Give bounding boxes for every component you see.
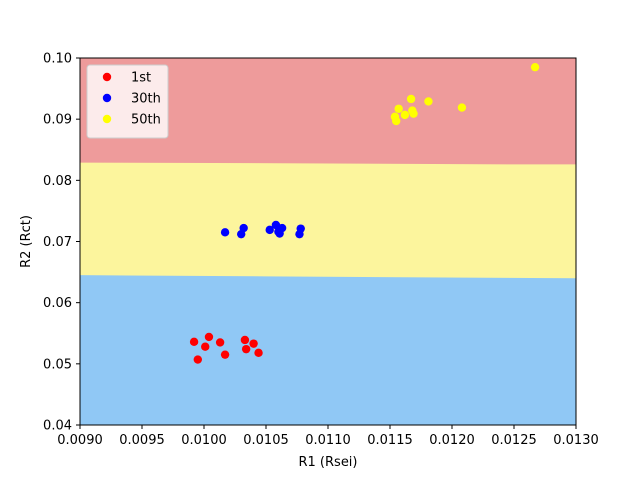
y-tick-label: 0.09 bbox=[43, 113, 72, 128]
y-tick-label: 0.05 bbox=[43, 357, 72, 372]
point-50th bbox=[406, 94, 416, 104]
y-axis-label: R2 (Rct) bbox=[19, 215, 34, 268]
x-tick-label: 0.0100 bbox=[181, 433, 227, 448]
point-30th bbox=[277, 223, 287, 233]
legend-label-1st: 1st bbox=[131, 71, 151, 86]
x-tick-label: 0.0125 bbox=[491, 433, 537, 448]
point-50th bbox=[400, 110, 410, 120]
legend-label-50th: 50th bbox=[131, 113, 161, 128]
point-1st bbox=[201, 342, 210, 351]
point-30th bbox=[296, 224, 305, 233]
point-1st bbox=[254, 348, 263, 358]
point-1st bbox=[240, 335, 250, 345]
legend-marker-1st bbox=[102, 72, 112, 82]
x-tick-label: 0.0115 bbox=[367, 433, 413, 448]
point-50th bbox=[530, 62, 540, 72]
point-30th bbox=[220, 228, 230, 237]
legend: 1st 30th 50th bbox=[86, 64, 169, 139]
point-1st bbox=[215, 338, 225, 347]
x-tick-label: 0.0090 bbox=[57, 433, 103, 448]
legend-marker-30th bbox=[102, 93, 112, 103]
point-30th bbox=[239, 223, 248, 233]
point-1st bbox=[220, 350, 230, 359]
point-1st bbox=[189, 337, 199, 347]
y-tick-label: 0.04 bbox=[43, 419, 72, 434]
y-axis-ticks: 0.04 0.05 0.06 0.07 0.08 0.09 0.10 bbox=[43, 52, 80, 434]
point-1st bbox=[193, 355, 202, 364]
region-low bbox=[80, 275, 576, 425]
point-50th bbox=[409, 109, 418, 118]
y-tick-label: 0.07 bbox=[43, 235, 72, 250]
x-tick-label: 0.0110 bbox=[305, 433, 351, 448]
legend-marker-50th bbox=[102, 114, 112, 124]
x-tick-label: 0.0095 bbox=[119, 433, 165, 448]
point-50th bbox=[394, 104, 403, 113]
decision-regions bbox=[80, 58, 576, 425]
point-1st bbox=[204, 332, 214, 342]
point-1st bbox=[241, 344, 251, 354]
x-tick-label: 0.0105 bbox=[243, 433, 289, 448]
point-50th bbox=[457, 103, 467, 112]
x-tick-label: 0.0130 bbox=[553, 433, 599, 448]
x-axis-ticks: 0.0090 0.0095 0.0100 0.0105 0.0110 0.0115 0.01… bbox=[57, 425, 599, 448]
point-50th bbox=[392, 116, 401, 126]
data-points bbox=[189, 62, 540, 364]
y-tick-label: 0.06 bbox=[43, 296, 72, 311]
y-tick-label: 0.08 bbox=[43, 174, 72, 189]
point-1st bbox=[249, 339, 258, 348]
x-tick-label: 0.0120 bbox=[429, 433, 475, 448]
x-axis-label: R1 (Rsei) bbox=[299, 455, 358, 470]
point-30th bbox=[265, 225, 274, 235]
point-50th bbox=[424, 97, 433, 106]
y-tick-label: 0.10 bbox=[43, 52, 72, 67]
point-30th bbox=[271, 220, 281, 230]
legend-label-30th: 30th bbox=[131, 92, 161, 107]
